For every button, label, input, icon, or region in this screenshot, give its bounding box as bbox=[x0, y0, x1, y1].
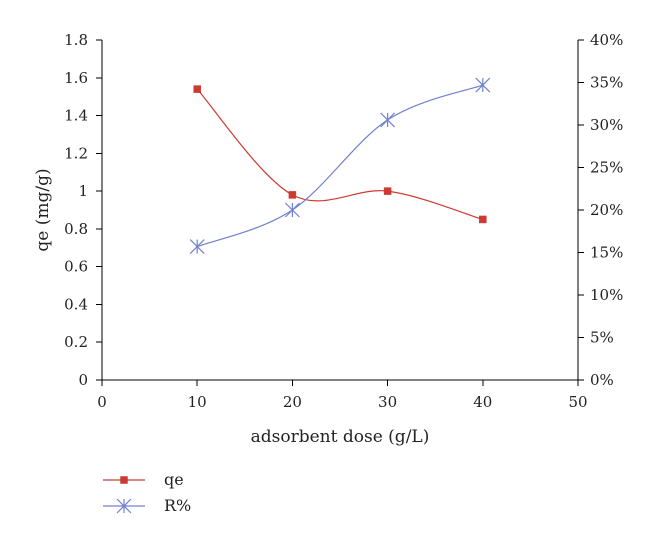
y-tick-label: 1 bbox=[78, 182, 88, 200]
legend-marker-qe bbox=[120, 476, 128, 484]
x-tick-label: 40 bbox=[473, 393, 492, 411]
y2-tick-label: 20% bbox=[590, 201, 623, 219]
y-tick-label: 1.8 bbox=[64, 31, 88, 49]
legend-item-qe: qe bbox=[103, 470, 184, 489]
y-tick-label: 0.4 bbox=[64, 295, 88, 313]
y2-tick-label: 5% bbox=[590, 329, 614, 347]
x-tick-label: 10 bbox=[188, 393, 207, 411]
y-tick-label: 1.2 bbox=[64, 144, 88, 162]
data-point-qe bbox=[193, 85, 201, 93]
series-line-qe bbox=[196, 88, 483, 221]
y2-tick-label: 10% bbox=[590, 286, 623, 304]
y-tick-label: 1.6 bbox=[64, 69, 88, 87]
y2-tick-label: 0% bbox=[590, 371, 614, 389]
y-tick-label: 0.8 bbox=[64, 220, 88, 238]
y2-tick-label: 35% bbox=[590, 74, 623, 92]
series-layer bbox=[189, 77, 491, 254]
data-point-r-percent bbox=[189, 239, 205, 254]
x-tick-label: 50 bbox=[568, 393, 587, 411]
data-point-r-percent bbox=[475, 77, 491, 93]
y-axis-title: qe (mg/g) bbox=[33, 168, 53, 251]
legend-item-r-percent: R% bbox=[103, 496, 191, 515]
series-line-r-percent bbox=[196, 84, 484, 248]
y-tick-label: 0 bbox=[78, 371, 88, 389]
data-point-r-percent bbox=[380, 112, 396, 128]
legend-marker-r-percent bbox=[116, 498, 132, 514]
y2-tick-label: 15% bbox=[590, 244, 623, 262]
x-tick-label: 0 bbox=[97, 393, 107, 411]
axes: 0 0.2 0.4 0.6 0.8 1 1.2 1.4 1.6 1.8 0% 5% 10% 15% 20% 2… bbox=[64, 31, 623, 411]
legend-label-qe: qe bbox=[164, 470, 184, 489]
x-tick-label: 20 bbox=[283, 393, 302, 411]
data-point-qe bbox=[383, 187, 392, 195]
y2-tick-label: 25% bbox=[590, 159, 623, 177]
legend-label-r-percent: R% bbox=[164, 496, 191, 515]
y2-tick-label: 30% bbox=[590, 116, 623, 134]
data-point-qe bbox=[479, 215, 487, 224]
axis-labels: adsorbent dose (g/L) qe (mg/g) bbox=[33, 168, 429, 447]
series-qe bbox=[193, 85, 487, 224]
data-point-qe bbox=[288, 191, 297, 199]
y-tick-label: 0.2 bbox=[64, 333, 88, 351]
y-tick-label: 0.6 bbox=[64, 258, 88, 276]
y2-tick-label: 40% bbox=[590, 31, 623, 49]
x-axis-title: adsorbent dose (g/L) bbox=[251, 427, 430, 447]
legend: qe R% bbox=[103, 470, 191, 515]
x-tick-label: 30 bbox=[378, 393, 397, 411]
data-point-r-percent bbox=[284, 202, 300, 218]
series-r-percent bbox=[189, 77, 491, 254]
y-tick-label: 1.4 bbox=[64, 107, 88, 125]
